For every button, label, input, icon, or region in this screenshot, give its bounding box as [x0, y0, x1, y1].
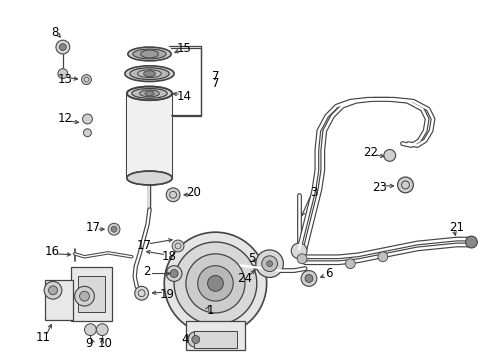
Circle shape: [164, 232, 266, 334]
Text: 3: 3: [309, 186, 317, 199]
Text: 16: 16: [44, 246, 60, 258]
Circle shape: [261, 256, 277, 271]
Bar: [126, 93, 172, 178]
Text: 7: 7: [211, 77, 219, 90]
Circle shape: [58, 69, 68, 78]
Circle shape: [81, 75, 91, 85]
Text: 24: 24: [237, 272, 252, 285]
Bar: [45, 280, 73, 320]
Bar: [193, 330, 237, 348]
Text: 1: 1: [206, 305, 214, 318]
Ellipse shape: [126, 171, 172, 185]
Circle shape: [172, 240, 183, 252]
Ellipse shape: [138, 70, 161, 78]
Circle shape: [185, 254, 244, 313]
Text: 10: 10: [98, 337, 112, 350]
Text: 9: 9: [85, 337, 93, 350]
Ellipse shape: [143, 71, 155, 77]
Circle shape: [187, 332, 203, 347]
Text: 12: 12: [57, 112, 72, 125]
Ellipse shape: [129, 68, 169, 80]
Circle shape: [191, 336, 199, 343]
Text: 21: 21: [448, 221, 463, 234]
Ellipse shape: [132, 49, 166, 59]
Circle shape: [174, 242, 256, 325]
Text: 8: 8: [51, 26, 59, 39]
Circle shape: [377, 252, 387, 262]
Text: 15: 15: [176, 41, 191, 55]
Ellipse shape: [140, 90, 159, 97]
Ellipse shape: [126, 171, 172, 185]
Circle shape: [166, 188, 180, 202]
Ellipse shape: [124, 66, 174, 82]
Ellipse shape: [126, 86, 172, 100]
Text: 14: 14: [176, 90, 191, 103]
Circle shape: [48, 286, 57, 295]
Ellipse shape: [141, 50, 158, 58]
Circle shape: [108, 223, 120, 235]
Circle shape: [56, 40, 70, 54]
Text: 18: 18: [162, 250, 176, 263]
Circle shape: [197, 266, 233, 301]
Circle shape: [44, 282, 62, 299]
Text: 4: 4: [181, 333, 188, 346]
Ellipse shape: [145, 91, 154, 96]
Bar: [185, 321, 244, 350]
Circle shape: [345, 259, 355, 269]
Circle shape: [96, 324, 108, 336]
Text: 6: 6: [324, 267, 332, 280]
Circle shape: [207, 275, 223, 291]
Circle shape: [383, 149, 395, 161]
Text: 17: 17: [86, 221, 101, 234]
Ellipse shape: [126, 86, 172, 100]
Circle shape: [135, 286, 148, 300]
Text: 2: 2: [142, 265, 150, 278]
Circle shape: [301, 271, 316, 286]
Circle shape: [166, 266, 182, 282]
Circle shape: [75, 286, 94, 306]
Circle shape: [297, 254, 306, 264]
Circle shape: [465, 236, 476, 248]
Text: 7: 7: [211, 70, 219, 83]
Circle shape: [59, 44, 66, 50]
Bar: [71, 267, 112, 321]
Circle shape: [397, 177, 412, 193]
Ellipse shape: [127, 47, 171, 61]
Circle shape: [84, 324, 96, 336]
Bar: [78, 276, 105, 312]
Ellipse shape: [131, 89, 167, 98]
Text: 23: 23: [372, 181, 386, 194]
Circle shape: [291, 243, 306, 259]
Text: 5: 5: [248, 252, 255, 265]
Circle shape: [82, 114, 92, 124]
Circle shape: [80, 291, 89, 301]
Circle shape: [111, 226, 117, 232]
Text: 13: 13: [57, 73, 72, 86]
Text: 17: 17: [137, 239, 152, 252]
Text: 22: 22: [363, 146, 378, 159]
Circle shape: [170, 270, 178, 278]
Circle shape: [305, 275, 312, 282]
Circle shape: [83, 129, 91, 137]
Text: 19: 19: [160, 288, 174, 301]
Text: 20: 20: [186, 186, 201, 199]
Circle shape: [266, 261, 272, 267]
Circle shape: [255, 250, 283, 278]
Text: 11: 11: [36, 331, 51, 344]
